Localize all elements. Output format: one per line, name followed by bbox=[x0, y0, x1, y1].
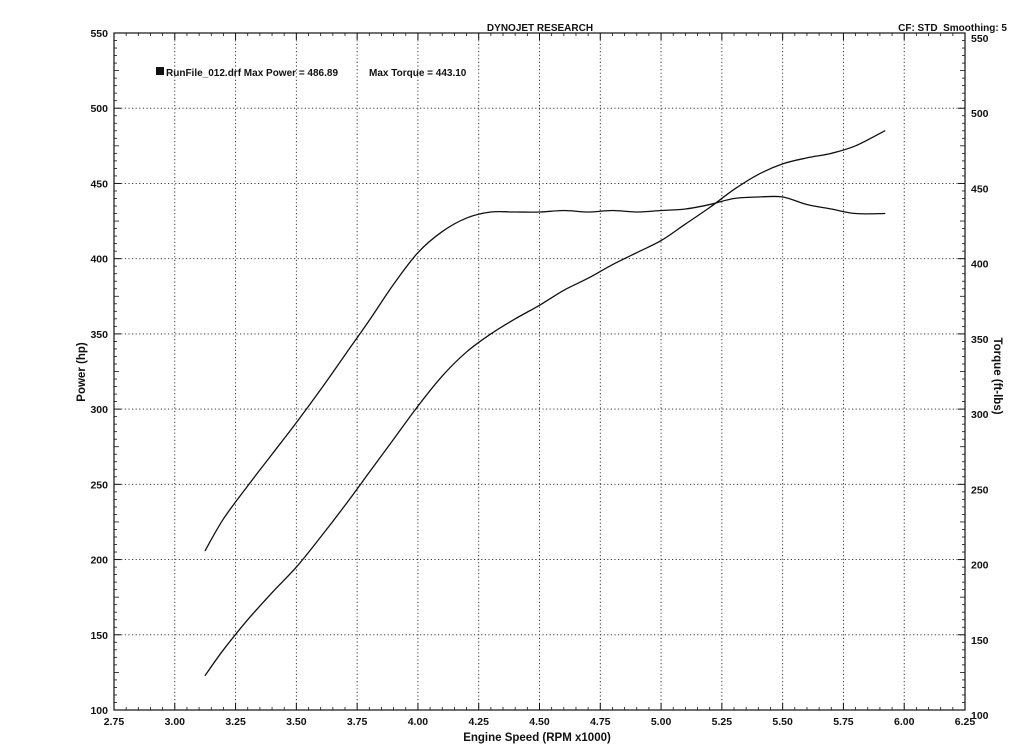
y-tick-label: 150 bbox=[90, 630, 108, 642]
x-tick-label: 5.75 bbox=[833, 716, 854, 728]
x-tick-label: 5.00 bbox=[651, 716, 672, 728]
y-tick-label: 500 bbox=[90, 103, 108, 115]
y-tick-label: 350 bbox=[90, 329, 108, 341]
y2-tick-label: 300 bbox=[971, 409, 989, 421]
y-tick-label: 100 bbox=[90, 705, 108, 717]
y2-tick-label: 350 bbox=[971, 334, 989, 346]
y2-tick-label: 250 bbox=[971, 484, 989, 496]
x-tick-label: 4.25 bbox=[468, 716, 489, 728]
y2-tick-label: 550 bbox=[971, 33, 989, 45]
x-tick-label: 3.50 bbox=[286, 716, 307, 728]
x-tick-label: 2.75 bbox=[104, 716, 125, 728]
y2-tick-label: 100 bbox=[971, 710, 989, 722]
x-tick-label: 4.00 bbox=[408, 716, 429, 728]
x-tick-label: 4.75 bbox=[590, 716, 611, 728]
x-tick-label: 3.00 bbox=[165, 716, 186, 728]
y2-tick-label: 450 bbox=[971, 183, 989, 195]
x-tick-label: 3.25 bbox=[225, 716, 246, 728]
legend-run-label: RunFile_012.drf Max Power = 486.89 bbox=[166, 68, 338, 79]
y-tick-label: 450 bbox=[90, 178, 108, 190]
x-tick-label: 4.50 bbox=[529, 716, 550, 728]
y2-tick-label: 150 bbox=[971, 635, 989, 647]
torque-curve bbox=[204, 195, 886, 552]
x-tick-label: 6.25 bbox=[955, 716, 976, 728]
plot-frame bbox=[113, 32, 966, 711]
x-tick-label: 5.25 bbox=[712, 716, 733, 728]
y-tick-label: 200 bbox=[90, 555, 108, 567]
x-tick-label: 5.50 bbox=[772, 716, 793, 728]
y-tick-label: 400 bbox=[90, 254, 108, 266]
y-axis-tick-labels: 100 150 200 250 300 350 400 450 500 550 bbox=[90, 28, 108, 717]
legend-torque-label: Max Torque = 443.10 bbox=[369, 68, 467, 79]
y-tick-label: 550 bbox=[90, 28, 108, 40]
y2-tick-label: 500 bbox=[971, 108, 989, 120]
y2-tick-label: 400 bbox=[971, 259, 989, 271]
legend-marker-icon bbox=[156, 67, 164, 75]
y2-axis-title: Torque (ft-lbs) bbox=[991, 337, 1003, 414]
series-lines bbox=[204, 130, 886, 677]
power-curve bbox=[204, 130, 886, 677]
settings-label: CF: STD Smoothing: 5 bbox=[898, 23, 1007, 34]
x-tick-label: 6.00 bbox=[894, 716, 915, 728]
y-tick-label: 250 bbox=[90, 479, 108, 491]
x-axis-title: Engine Speed (RPM x1000) bbox=[463, 732, 611, 744]
chart-title: DYNOJET RESEARCH bbox=[487, 23, 593, 34]
x-tick-label: 3.75 bbox=[347, 716, 368, 728]
grid-lines bbox=[114, 33, 965, 710]
y-tick-label: 300 bbox=[90, 404, 108, 416]
y-axis-title: Power (hp) bbox=[76, 342, 88, 402]
y2-tick-label: 200 bbox=[971, 560, 989, 572]
x-axis-tick-labels: 2.75 3.00 3.25 3.50 3.75 4.00 4.25 4.50 4.75 5.00… bbox=[104, 716, 976, 728]
y2-axis-tick-labels: 100 150 200 250 300 350 400 450 500 550 bbox=[971, 33, 989, 722]
